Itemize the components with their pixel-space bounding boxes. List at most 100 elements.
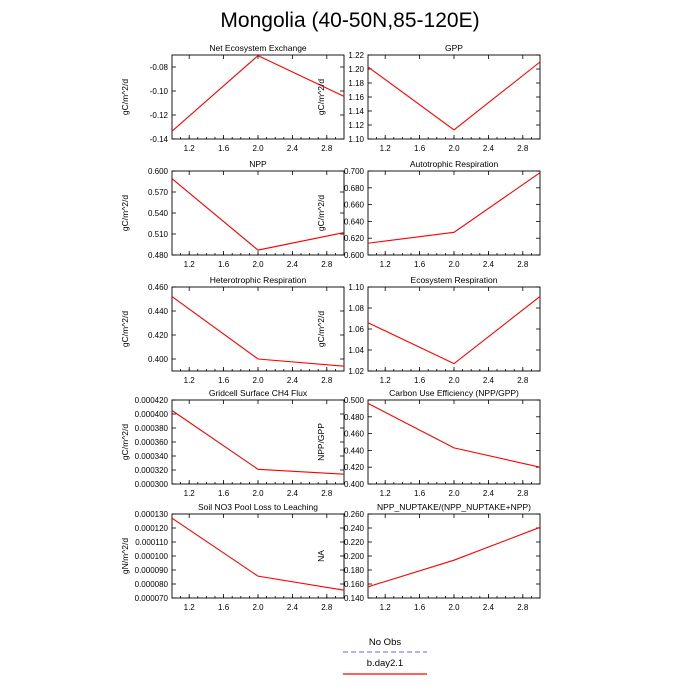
series-line-b-day2-1 xyxy=(171,410,345,475)
x-tick-label: 2.0 xyxy=(252,489,264,498)
plot-frame xyxy=(367,513,541,599)
y-tick-label: 1.04 xyxy=(348,346,364,355)
plot-frame xyxy=(367,170,541,256)
y-tick-label: 0.600 xyxy=(148,167,169,176)
y-tick-label: 0.000090 xyxy=(135,566,169,575)
y-tick-label: 0.000100 xyxy=(135,552,169,561)
x-tick-label: 1.6 xyxy=(414,376,426,385)
panel-7: Gridcell Surface CH4 Flux gC/m^2/d 1.2 1.6 2… xyxy=(120,388,345,498)
x-tick-label: 2.8 xyxy=(517,144,529,153)
panel-2: GPP gC/m^2/d 1.2 1.6 2.0 2.4 2.8 1.10 1.12 1.14 1.… xyxy=(316,43,541,153)
y-tick-label: 0.000300 xyxy=(135,480,169,489)
x-tick-label: 2.0 xyxy=(448,144,460,153)
x-tick-label: 1.2 xyxy=(184,260,196,269)
y-tick-label: 0.000070 xyxy=(135,594,169,603)
x-tick-label: 2.0 xyxy=(448,489,460,498)
x-tick-label: 1.2 xyxy=(380,603,392,612)
y-tick-label: 0.500 xyxy=(344,396,365,405)
y-tick-label: 0.540 xyxy=(148,209,169,218)
panel-9: Soil NO3 Pool Loss to Leaching gN/m^2/d 1.… xyxy=(120,502,345,612)
y-tick-label: 0.700 xyxy=(344,167,365,176)
plot-frame xyxy=(367,399,541,485)
y-tick-label: 0.000320 xyxy=(135,466,169,475)
x-tick-label: 1.2 xyxy=(184,603,196,612)
x-tick-label: 1.2 xyxy=(184,144,196,153)
y-tick-label: 1.16 xyxy=(348,93,364,102)
y-tick-label: 0.140 xyxy=(344,594,365,603)
x-tick-label: 1.2 xyxy=(380,376,392,385)
legend-label-b-day2-1: b.day2.1 xyxy=(367,658,403,669)
series-line-b-day2-1 xyxy=(171,54,345,132)
y-tick-label: 0.600 xyxy=(344,251,365,260)
series-line-b-day2-1 xyxy=(367,296,541,365)
panel-1: Net Ecosystem Exchange gC/m^2/d 1.2 1.6 2.0 2… xyxy=(120,43,345,153)
panel-6: Ecosystem Respiration gC/m^2/d 1.2 1.6 2.0 2.… xyxy=(316,275,541,385)
x-tick-label: 2.4 xyxy=(483,603,495,612)
panel-title: Net Ecosystem Exchange xyxy=(209,43,307,53)
x-tick-label: 2.8 xyxy=(321,260,333,269)
y-tick-label: 0.680 xyxy=(344,184,365,193)
y-tick-label: 0.510 xyxy=(148,230,169,239)
y-tick-label: 1.22 xyxy=(348,51,364,60)
x-tick-label: 2.4 xyxy=(483,489,495,498)
series-line-b-day2-1 xyxy=(171,178,345,251)
panel-title: Ecosystem Respiration xyxy=(411,275,498,285)
panel-title: NPP xyxy=(249,159,267,169)
y-tick-label: 1.06 xyxy=(348,325,364,334)
x-tick-label: 1.2 xyxy=(380,260,392,269)
x-tick-label: 1.6 xyxy=(218,489,230,498)
y-axis-label: gC/m^2/d xyxy=(316,79,326,115)
x-tick-label: 1.6 xyxy=(218,144,230,153)
y-tick-label: 0.200 xyxy=(344,552,365,561)
y-tick-label: -0.10 xyxy=(150,87,169,96)
y-tick-label: 0.620 xyxy=(344,234,365,243)
y-tick-label: 1.18 xyxy=(348,79,364,88)
x-tick-label: 2.0 xyxy=(252,376,264,385)
y-tick-label: -0.08 xyxy=(150,63,169,72)
x-tick-label: 1.2 xyxy=(380,489,392,498)
y-tick-label: 0.440 xyxy=(148,307,169,316)
series-line-b-day2-1 xyxy=(171,517,345,591)
x-tick-label: 1.6 xyxy=(414,603,426,612)
panel-4: Autotrophic Respiration gC/m^2/d 1.2 1.6 2.0… xyxy=(316,159,541,269)
y-tick-label: 0.000400 xyxy=(135,410,169,419)
y-tick-label: 0.460 xyxy=(148,283,169,292)
y-axis-label: NA xyxy=(316,550,326,562)
y-tick-label: 0.420 xyxy=(344,463,365,472)
x-tick-label: 2.0 xyxy=(448,260,460,269)
x-tick-label: 1.6 xyxy=(414,489,426,498)
x-tick-label: 2.8 xyxy=(517,603,529,612)
series-line-b-day2-1 xyxy=(367,402,541,468)
y-tick-label: 1.08 xyxy=(348,304,364,313)
panel-title: Heterotrophic Respiration xyxy=(210,275,307,285)
y-axis-label: NPP/GPP xyxy=(316,423,326,461)
x-tick-label: 1.2 xyxy=(184,376,196,385)
x-tick-label: 2.0 xyxy=(252,603,264,612)
x-tick-label: 2.4 xyxy=(287,144,299,153)
panels: Net Ecosystem Exchange gC/m^2/d 1.2 1.6 2.0 2… xyxy=(120,43,541,612)
panel-title: Gridcell Surface CH4 Flux xyxy=(209,388,308,398)
series-line-b-day2-1 xyxy=(171,296,345,367)
y-tick-label: 1.12 xyxy=(348,121,364,130)
panel-title: NPP_NUPTAKE/(NPP_NUPTAKE+NPP) xyxy=(377,502,531,512)
y-tick-label: 0.400 xyxy=(344,480,365,489)
x-tick-label: 2.0 xyxy=(252,144,264,153)
y-axis-label: gC/m^2/d xyxy=(120,79,130,115)
x-tick-label: 1.2 xyxy=(184,489,196,498)
panel-title: Autotrophic Respiration xyxy=(410,159,499,169)
y-tick-label: 0.660 xyxy=(344,201,365,210)
series-line-b-day2-1 xyxy=(367,526,541,588)
y-tick-label: 0.640 xyxy=(344,217,365,226)
y-axis-label: gC/m^2/d xyxy=(120,424,130,460)
y-tick-label: 0.160 xyxy=(344,580,365,589)
x-tick-label: 1.6 xyxy=(218,603,230,612)
y-tick-label: 0.000380 xyxy=(135,424,169,433)
panel-5: Heterotrophic Respiration gC/m^2/d 1.2 1.6 2… xyxy=(120,275,345,385)
x-tick-label: 2.4 xyxy=(483,376,495,385)
x-tick-label: 2.4 xyxy=(287,260,299,269)
y-tick-label: 0.440 xyxy=(344,446,365,455)
figure-title: Mongolia (40-50N,85-120E) xyxy=(220,9,479,32)
x-tick-label: 2.0 xyxy=(252,260,264,269)
y-tick-label: 1.10 xyxy=(348,283,364,292)
x-tick-label: 2.8 xyxy=(517,489,529,498)
